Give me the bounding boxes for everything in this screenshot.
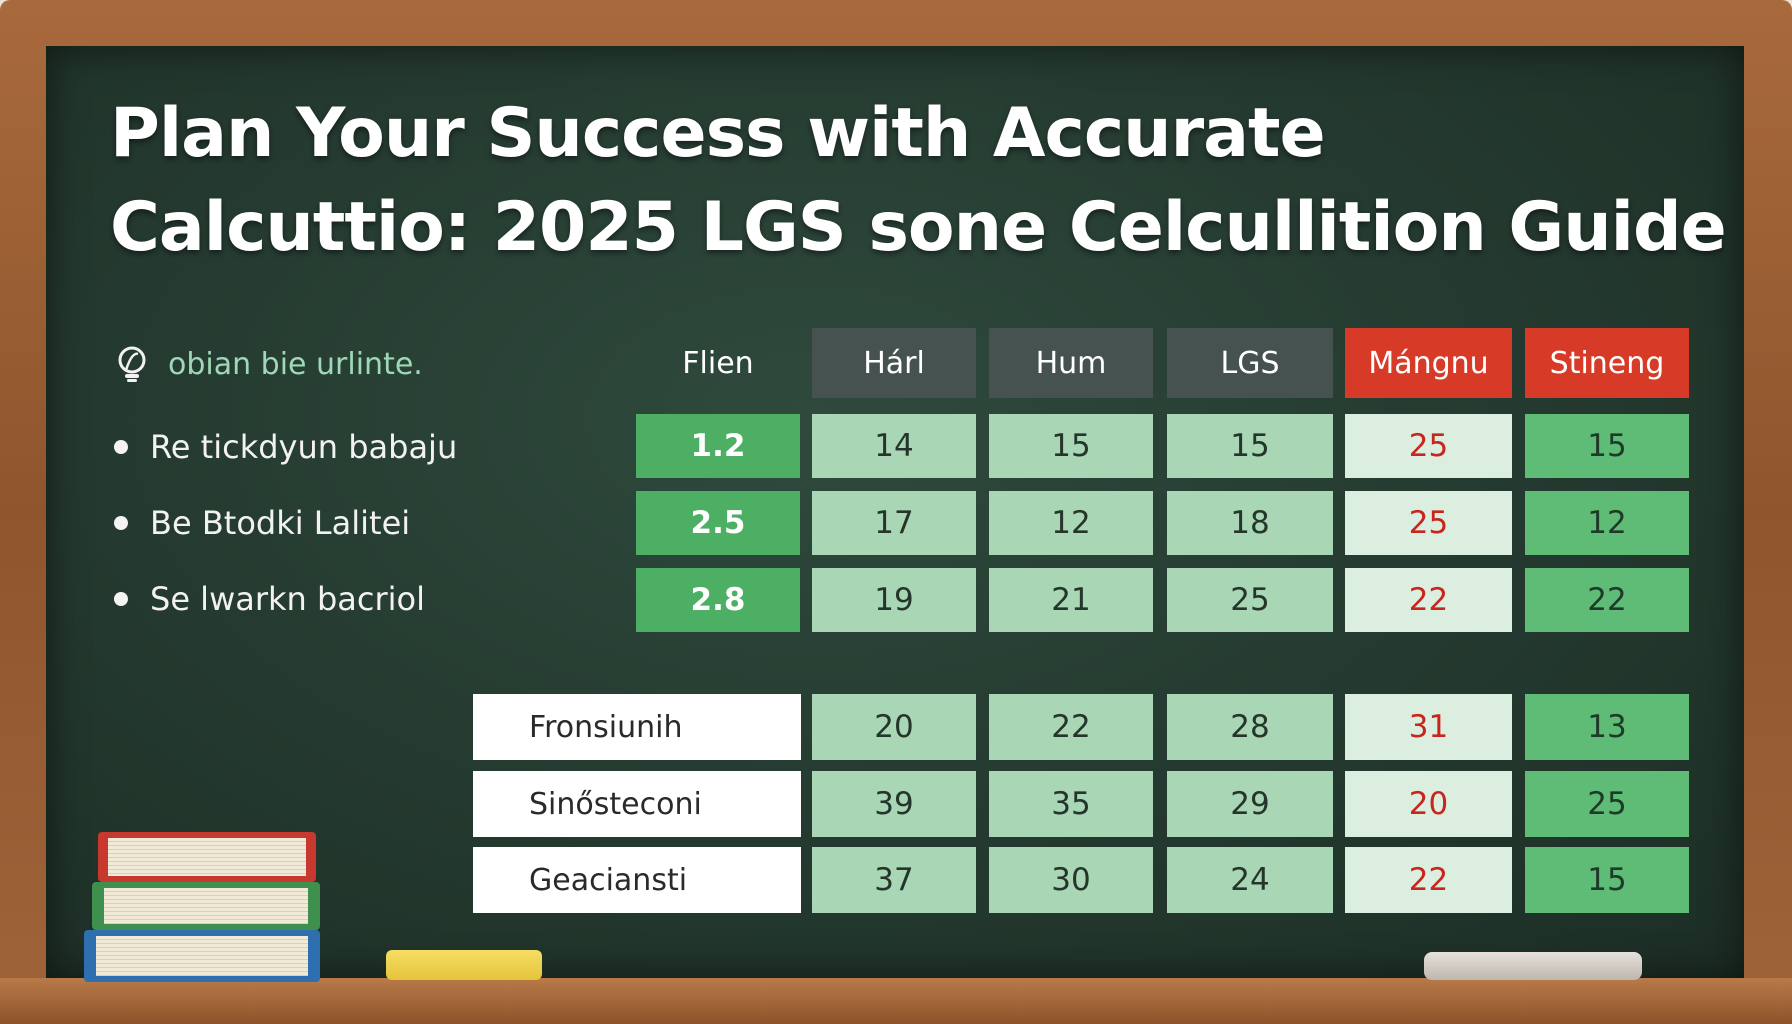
chalk-eraser bbox=[1424, 952, 1642, 980]
page-title-line-2: Calcuttio: 2025 LGS sone Celcullition Gu… bbox=[110, 188, 1727, 267]
table-cell: 31 bbox=[1345, 694, 1512, 760]
bullet-dot bbox=[114, 516, 128, 530]
row-label: Geaciansti bbox=[473, 847, 801, 913]
table-cell: 15 bbox=[1525, 847, 1689, 913]
table-header-cell: Hárl bbox=[812, 328, 976, 398]
table-cell: 13 bbox=[1525, 694, 1689, 760]
table-cell: 25 bbox=[1167, 568, 1333, 632]
subtitle: obian bie urlinte. bbox=[112, 344, 423, 384]
table-cell: 30 bbox=[989, 847, 1153, 913]
page-title-line-1: Plan Your Success with Accurate bbox=[110, 94, 1326, 173]
table-header-cell: Flien bbox=[682, 345, 754, 381]
table-cell: 20 bbox=[812, 694, 976, 760]
table-header-cell: Hum bbox=[989, 328, 1153, 398]
subtitle-text: obian bie urlinte. bbox=[168, 346, 423, 382]
table-cell: 29 bbox=[1167, 771, 1333, 837]
table-cell: 12 bbox=[1525, 491, 1689, 555]
table-cell: 22 bbox=[989, 694, 1153, 760]
table-cell: 25 bbox=[1345, 491, 1512, 555]
table-cell: 22 bbox=[1345, 847, 1512, 913]
table-header-cell: Stineng bbox=[1525, 328, 1689, 398]
table-cell: 2.5 bbox=[636, 491, 800, 555]
bullet-item: Re tickdyun babaju bbox=[114, 428, 457, 466]
bullet-dot bbox=[114, 592, 128, 606]
bullet-item: Be Btodki Lalitei bbox=[114, 504, 410, 542]
row-label: Fronsiunih bbox=[473, 694, 801, 760]
yellow-chalk bbox=[386, 950, 542, 980]
book-pages bbox=[108, 838, 306, 876]
bullet-text: Se lwarkn bacriol bbox=[150, 580, 426, 618]
book-pages bbox=[96, 936, 308, 976]
table-cell: 35 bbox=[989, 771, 1153, 837]
table-cell: 2.8 bbox=[636, 568, 800, 632]
table-cell: 17 bbox=[812, 491, 976, 555]
table-cell: 28 bbox=[1167, 694, 1333, 760]
lightbulb-icon bbox=[112, 344, 152, 384]
bullet-text: Be Btodki Lalitei bbox=[150, 504, 411, 542]
table-cell: 39 bbox=[812, 771, 976, 837]
table-cell: 20 bbox=[1345, 771, 1512, 837]
table-cell: 15 bbox=[989, 414, 1153, 478]
table-cell: 18 bbox=[1167, 491, 1333, 555]
bullet-text: Re tickdyun babaju bbox=[150, 428, 458, 466]
table-cell: 25 bbox=[1345, 414, 1512, 478]
table-cell: 15 bbox=[1167, 414, 1333, 478]
table-cell: 14 bbox=[812, 414, 976, 478]
table-cell: 25 bbox=[1525, 771, 1689, 837]
chalk-tray bbox=[0, 978, 1792, 1024]
book-pages bbox=[104, 888, 308, 924]
bullet-dot bbox=[114, 440, 128, 454]
table-cell: 24 bbox=[1167, 847, 1333, 913]
table-cell: 19 bbox=[812, 568, 976, 632]
table-header-cell: LGS bbox=[1167, 328, 1333, 398]
table-cell: 37 bbox=[812, 847, 976, 913]
table-cell: 1.2 bbox=[636, 414, 800, 478]
row-label: Sinősteconi bbox=[473, 771, 801, 837]
table-header-cell: Mángnu bbox=[1345, 328, 1512, 398]
table-cell: 12 bbox=[989, 491, 1153, 555]
table-cell: 22 bbox=[1525, 568, 1689, 632]
table-cell: 15 bbox=[1525, 414, 1689, 478]
bullet-item: Se lwarkn bacriol bbox=[114, 580, 425, 618]
table-cell: 21 bbox=[989, 568, 1153, 632]
table-cell: 22 bbox=[1345, 568, 1512, 632]
